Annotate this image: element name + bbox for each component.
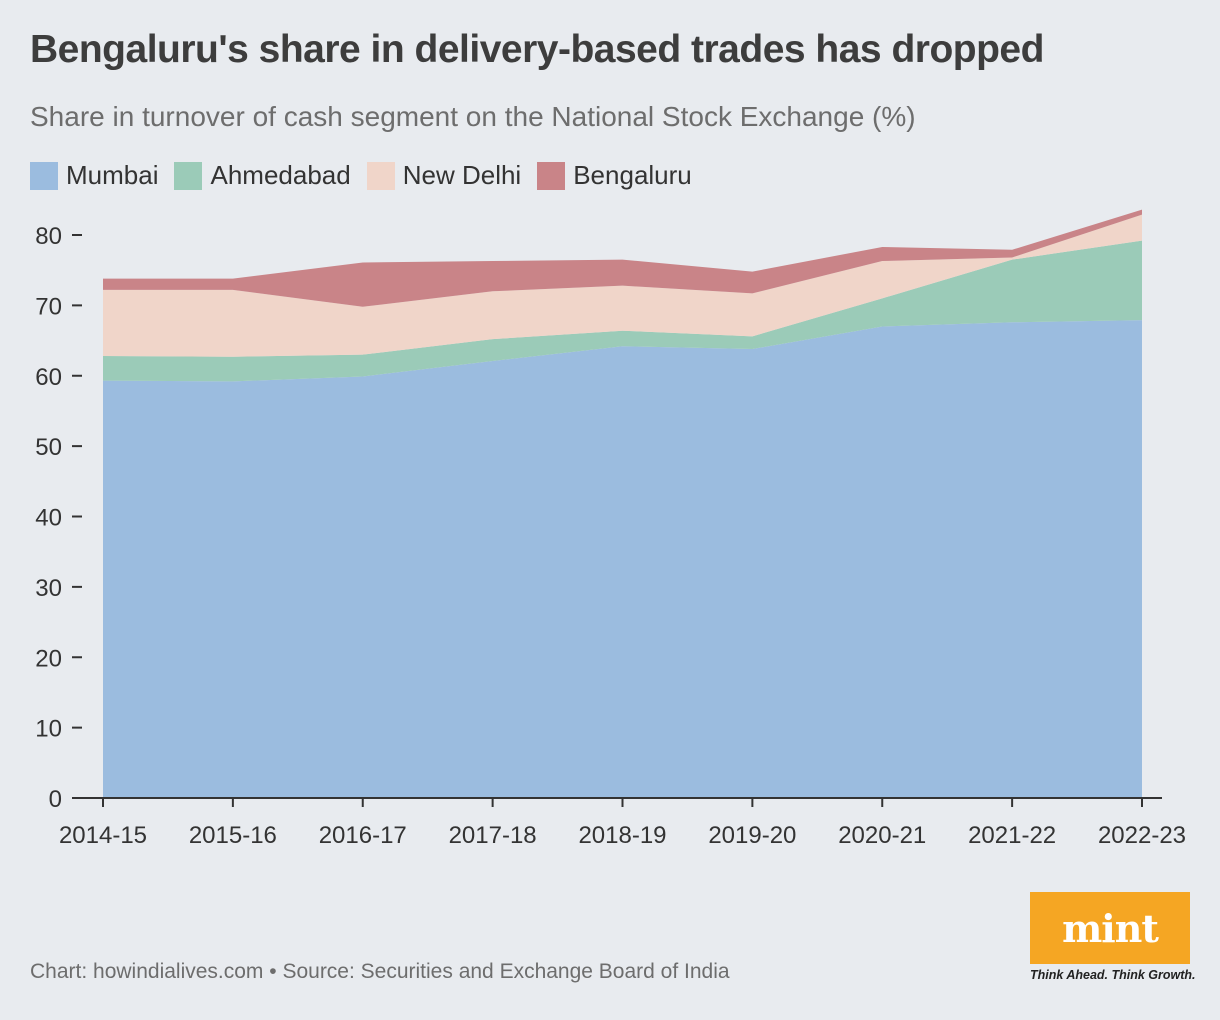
logo-tagline: Think Ahead. Think Growth. <box>1030 968 1196 982</box>
x-tick-label-2019-20: 2019-20 <box>708 822 796 849</box>
y-tick-label-20: 20 <box>35 645 62 672</box>
legend-swatch-ahmedabad <box>174 161 203 190</box>
chart-subtitle: Share in turnover of cash segment on the… <box>30 101 916 132</box>
legend-swatch-new-delhi <box>366 161 395 190</box>
y-tick-label-0: 0 <box>49 786 62 813</box>
y-tick-label-30: 30 <box>35 575 62 602</box>
legend-item-new-delhi: New Delhi <box>366 160 522 191</box>
legend: Mumbai Ahmedabad New Delhi Bengaluru <box>30 160 708 191</box>
y-tick-label-70: 70 <box>35 293 62 320</box>
x-tick-label-2015-16: 2015-16 <box>189 822 277 849</box>
legend-label-new-delhi: New Delhi <box>402 160 522 190</box>
legend-label-mumbai: Mumbai <box>66 160 159 190</box>
legend-swatch-mumbai <box>30 161 58 190</box>
area-bengaluru <box>103 209 1142 307</box>
y-tick-label-10: 10 <box>35 716 62 743</box>
legend-label-bengaluru: Bengaluru <box>573 160 692 190</box>
area-new-delhi <box>103 214 1142 357</box>
source-footer: Chart: howindialives.com • Source: Secur… <box>30 960 730 983</box>
y-tick-label-50: 50 <box>35 434 62 461</box>
legend-swatch-bengaluru <box>537 161 566 190</box>
mint-logo: mint <box>1030 892 1190 964</box>
x-tick-label-2022-23: 2022-23 <box>1098 822 1186 849</box>
x-tick-label-2021-22: 2021-22 <box>968 822 1056 849</box>
x-tick-label-2018-19: 2018-19 <box>578 822 666 849</box>
x-tick-label-2020-21: 2020-21 <box>838 822 926 849</box>
x-tick-label-2016-17: 2016-17 <box>319 822 407 849</box>
y-tick-label-80: 80 <box>35 223 62 250</box>
area-mumbai <box>103 320 1142 798</box>
chart-title: Bengaluru's share in delivery-based trad… <box>30 28 1044 71</box>
x-tick-label-2014-15: 2014-15 <box>59 822 147 849</box>
area-ahmedabad <box>103 240 1142 382</box>
x-tick-label-2017-18: 2017-18 <box>449 822 537 849</box>
legend-label-ahmedabad: Ahmedabad <box>210 160 351 190</box>
y-tick-label-40: 40 <box>35 505 62 532</box>
legend-item-mumbai: Mumbai <box>30 160 158 191</box>
y-tick-label-60: 60 <box>35 364 62 391</box>
legend-item-ahmedabad: Ahmedabad <box>174 160 351 191</box>
legend-item-bengaluru: Bengaluru <box>537 160 692 191</box>
